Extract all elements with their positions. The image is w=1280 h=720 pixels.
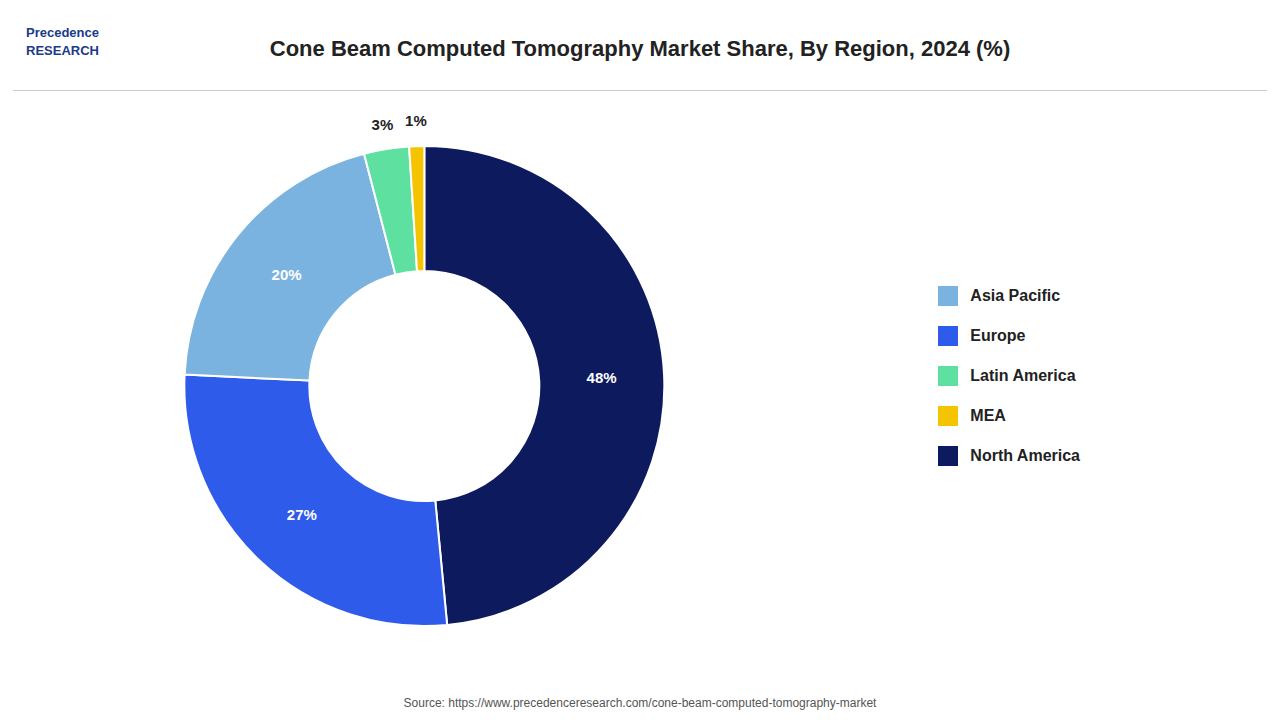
html-text:Latin America: Latin America <box>970 367 1076 384</box>
html-text:Cone Beam Computed Tomography: Cone Beam Computed Tomography Market Sha… <box>269 36 1011 61</box>
html-text:North America: North America <box>970 447 1080 464</box>
html-text:Europe: Europe <box>970 327 1026 344</box>
html-text:MEA: MEA <box>970 407 1006 424</box>
svg-text:3%: 3% <box>372 116 394 133</box>
svg-text:27%: 27% <box>287 506 317 523</box>
html-text:RESEARCH: RESEARCH <box>26 43 99 59</box>
html-text:Asia Pacific: Asia Pacific <box>970 287 1061 304</box>
html-text:Precedence: Precedence <box>26 25 99 40</box>
html-text:Source: https://www.precedence: Source: https://www.precedenceresearch.c… <box>403 696 877 710</box>
svg-text:48%: 48% <box>587 369 617 386</box>
svg-text:20%: 20% <box>272 266 302 283</box>
svg-text:1%: 1% <box>405 112 427 129</box>
